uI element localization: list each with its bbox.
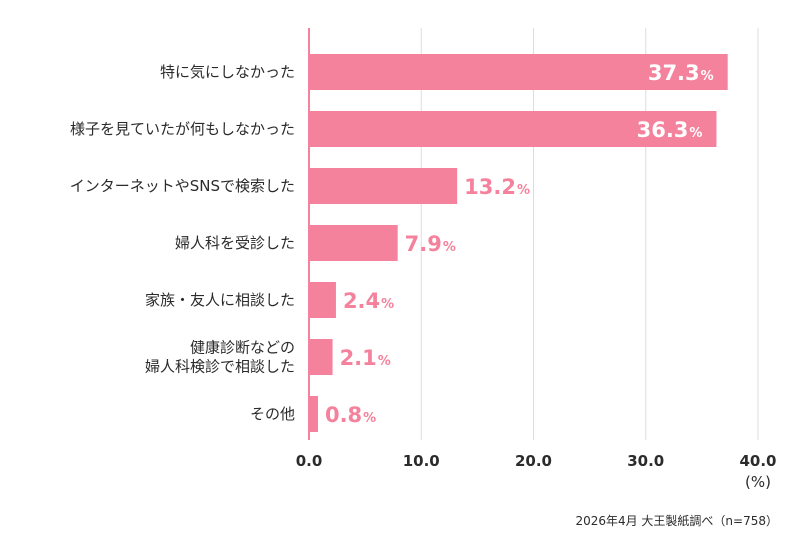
bar <box>309 225 398 261</box>
x-tick-label: 30.0 <box>627 452 664 470</box>
value-label: 2.1% <box>340 346 391 370</box>
bar <box>309 54 728 90</box>
category-labels: 特に気にしなかった様子を見ていたが何もしなかったインターネットやSNSで検索した… <box>70 63 295 423</box>
x-tick-label: 40.0 <box>739 452 776 470</box>
value-labels: 37.3% 36.3% 13.2% 7.9% 2.4% 2.1% 0.8% <box>325 61 714 427</box>
bar <box>309 282 336 318</box>
category-label: その他 <box>250 405 295 423</box>
category-label: 婦人科を受診した <box>175 234 295 252</box>
x-tick-label: 10.0 <box>403 452 440 470</box>
category-label: 健康診断などの婦人科検診で相談した <box>145 339 295 376</box>
x-tick-label: 0.0 <box>296 452 323 470</box>
category-label: 家族・友人に相談した <box>145 291 295 309</box>
bar <box>309 396 318 432</box>
source-note: 2026年4月 大王製紙調べ（n=758） <box>575 514 778 528</box>
bar <box>309 339 333 375</box>
value-label: 37.3% <box>648 61 714 85</box>
category-label: インターネットやSNSで検索した <box>70 177 295 195</box>
bars <box>309 54 728 432</box>
bar <box>309 111 717 147</box>
value-label: 13.2% <box>464 175 530 199</box>
x-unit-label: (%) <box>745 473 771 491</box>
x-tick-labels: 0.0 10.0 20.0 30.0 40.0 <box>296 452 777 470</box>
value-label: 7.9% <box>405 232 456 256</box>
x-tick-label: 20.0 <box>515 452 552 470</box>
category-label: 特に気にしなかった <box>160 63 295 81</box>
category-label: 様子を見ていたが何もしなかった <box>70 120 295 138</box>
value-label: 36.3% <box>637 118 703 142</box>
bar <box>309 168 458 204</box>
value-label: 2.4% <box>343 289 394 313</box>
value-label: 0.8% <box>325 403 376 427</box>
